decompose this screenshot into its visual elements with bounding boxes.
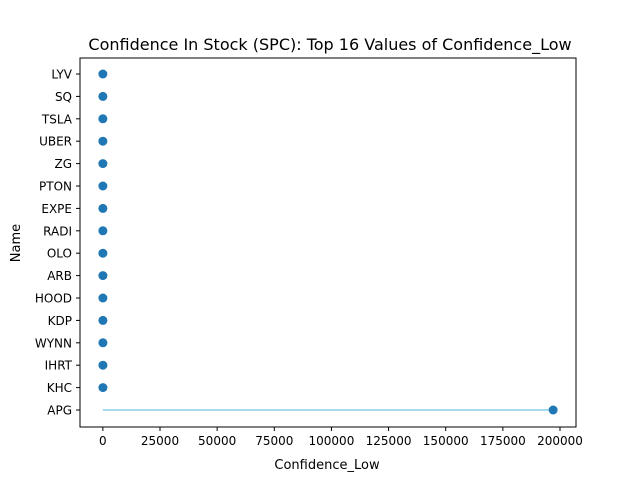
y-tick-label: WYNN [35, 336, 72, 350]
y-tick-label: ARB [47, 269, 72, 283]
lollipop-marker [98, 315, 108, 325]
lollipop-marker [548, 405, 558, 415]
y-tick-label: EXPE [41, 202, 72, 216]
y-tick-label: APG [47, 404, 72, 418]
x-tick-label: 125000 [366, 434, 412, 448]
x-tick-label: 75000 [255, 434, 293, 448]
x-tick-label: 175000 [480, 434, 526, 448]
lollipop-marker [98, 226, 108, 236]
x-tick-label: 200000 [537, 434, 583, 448]
lollipop-marker [98, 136, 108, 146]
y-tick-label: PTON [39, 180, 72, 194]
x-tick-label: 150000 [423, 434, 469, 448]
y-tick-label: IHRT [45, 359, 73, 373]
y-tick-label: RADI [43, 224, 72, 238]
lollipop-marker [98, 114, 108, 124]
lollipop-marker [98, 293, 108, 303]
lollipop-marker [98, 159, 108, 169]
y-tick-label: LYV [51, 68, 72, 82]
x-axis-ticks: 0 25000 50000 75000 100000 125000 150000 175000… [99, 427, 583, 448]
lollipop-marker [98, 383, 108, 393]
lollipop-marker [98, 271, 108, 281]
lollipop-marker [98, 338, 108, 348]
lollipop-marker [98, 69, 108, 79]
y-tick-label: UBER [39, 135, 72, 149]
lollipop-marker [98, 203, 108, 213]
y-tick-label: KHC [47, 381, 72, 395]
lollipop-stems [102, 73, 554, 411]
y-tick-label: ZG [54, 157, 72, 171]
lollipop-marker [98, 91, 108, 101]
lollipop-markers [98, 69, 558, 415]
y-tick-label: TSLA [41, 112, 73, 126]
y-axis-ticks: APG KHC IHRT WYNN KDP HOOD ARB OLO RADI EXPE PTON Z… [35, 68, 80, 418]
y-tick-label: SQ [55, 90, 72, 104]
y-tick-label: OLO [47, 247, 72, 261]
lollipop-marker [98, 248, 108, 258]
y-axis-label: Name [9, 224, 24, 262]
chart-title: Confidence In Stock (SPC): Top 16 Values… [88, 35, 571, 55]
plot-area-frame [79, 57, 577, 428]
y-tick-label: HOOD [35, 292, 72, 306]
x-tick-label: 25000 [141, 434, 179, 448]
y-tick-label: KDP [48, 314, 72, 328]
x-tick-label: 0 [99, 434, 107, 448]
x-axis-label: Confidence_Low [274, 458, 380, 473]
x-tick-label: 100000 [309, 434, 355, 448]
lollipop-marker [98, 181, 108, 191]
lollipop-marker [98, 360, 108, 370]
x-tick-label: 50000 [198, 434, 236, 448]
